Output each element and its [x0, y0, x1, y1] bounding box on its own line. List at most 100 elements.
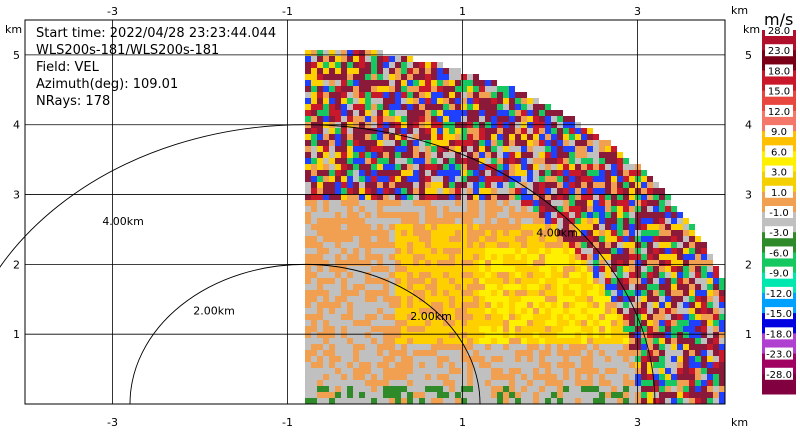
velocity-cell	[359, 350, 365, 356]
velocity-cell	[377, 212, 383, 218]
velocity-cell	[581, 194, 587, 200]
velocity-cell	[545, 224, 551, 230]
velocity-cell	[641, 230, 647, 236]
velocity-cell	[395, 170, 401, 176]
velocity-cell	[449, 332, 455, 338]
velocity-cell	[341, 140, 347, 146]
velocity-cell	[383, 164, 389, 170]
velocity-cell	[587, 254, 593, 260]
velocity-cell	[563, 116, 569, 122]
velocity-cell	[425, 116, 431, 122]
velocity-cell	[431, 224, 437, 230]
velocity-cell	[389, 326, 395, 332]
velocity-cell	[581, 266, 587, 272]
velocity-cell	[377, 368, 383, 374]
velocity-cell	[611, 314, 617, 320]
velocity-cell	[323, 110, 329, 116]
velocity-cell	[395, 92, 401, 98]
range-ring-0	[129, 263, 481, 405]
velocity-cell	[395, 80, 401, 86]
velocity-cell	[599, 350, 605, 356]
velocity-cell	[575, 146, 581, 152]
velocity-cell	[461, 164, 467, 170]
velocity-cell	[623, 248, 629, 254]
velocity-cell	[365, 332, 371, 338]
velocity-cell	[473, 308, 479, 314]
velocity-cell	[323, 62, 329, 68]
velocity-cell	[353, 56, 359, 62]
velocity-cell	[599, 368, 605, 374]
velocity-cell	[539, 110, 545, 116]
velocity-cell	[335, 98, 341, 104]
velocity-cell	[395, 68, 401, 74]
velocity-cell	[509, 128, 515, 134]
velocity-cell	[359, 296, 365, 302]
velocity-cell	[653, 188, 659, 194]
velocity-cell	[689, 236, 695, 242]
velocity-cell	[557, 152, 563, 158]
velocity-cell	[539, 380, 545, 386]
velocity-cell	[437, 182, 443, 188]
velocity-cell	[641, 272, 647, 278]
velocity-cell	[497, 260, 503, 266]
velocity-cell	[449, 344, 455, 350]
velocity-cell	[419, 62, 425, 68]
velocity-cell	[365, 146, 371, 152]
velocity-cell	[575, 284, 581, 290]
velocity-cell	[671, 398, 677, 404]
velocity-cell	[437, 62, 443, 68]
velocity-cell	[473, 236, 479, 242]
velocity-cell	[647, 302, 653, 308]
velocity-cell	[497, 272, 503, 278]
velocity-cell	[533, 368, 539, 374]
velocity-cell	[497, 110, 503, 116]
velocity-cell	[461, 386, 467, 392]
colorbar-tick-label: 18.0	[768, 66, 790, 77]
velocity-cell	[647, 224, 653, 230]
velocity-cell	[677, 218, 683, 224]
velocity-cell	[341, 236, 347, 242]
velocity-cell	[305, 230, 311, 236]
velocity-cell	[335, 350, 341, 356]
velocity-cell	[371, 218, 377, 224]
velocity-cell	[491, 134, 497, 140]
velocity-cell	[659, 332, 665, 338]
velocity-cell	[377, 98, 383, 104]
velocity-cell	[365, 308, 371, 314]
velocity-cell	[659, 206, 665, 212]
velocity-cell	[413, 290, 419, 296]
velocity-cell	[371, 392, 377, 398]
velocity-cell	[497, 86, 503, 92]
velocity-cell	[605, 344, 611, 350]
velocity-cell	[401, 176, 407, 182]
velocity-cell	[539, 170, 545, 176]
velocity-cell	[491, 326, 497, 332]
velocity-cell	[395, 230, 401, 236]
velocity-cell	[569, 290, 575, 296]
velocity-cell	[383, 86, 389, 92]
velocity-cell	[305, 188, 311, 194]
velocity-cell	[311, 212, 317, 218]
velocity-cell	[539, 320, 545, 326]
velocity-cell	[311, 146, 317, 152]
velocity-cell	[575, 290, 581, 296]
velocity-cell	[425, 230, 431, 236]
velocity-cell	[389, 248, 395, 254]
velocity-cell	[563, 338, 569, 344]
velocity-cell	[443, 236, 449, 242]
velocity-cell	[629, 230, 635, 236]
velocity-cell	[407, 248, 413, 254]
velocity-cell	[365, 110, 371, 116]
velocity-cell	[599, 296, 605, 302]
velocity-cell	[449, 326, 455, 332]
velocity-cell	[467, 242, 473, 248]
velocity-cell	[563, 224, 569, 230]
velocity-cell	[473, 266, 479, 272]
velocity-cell	[371, 272, 377, 278]
velocity-cell	[395, 260, 401, 266]
velocity-cell	[557, 128, 563, 134]
velocity-cell	[365, 164, 371, 170]
velocity-cell	[527, 218, 533, 224]
velocity-cell	[599, 188, 605, 194]
velocity-cell	[347, 344, 353, 350]
